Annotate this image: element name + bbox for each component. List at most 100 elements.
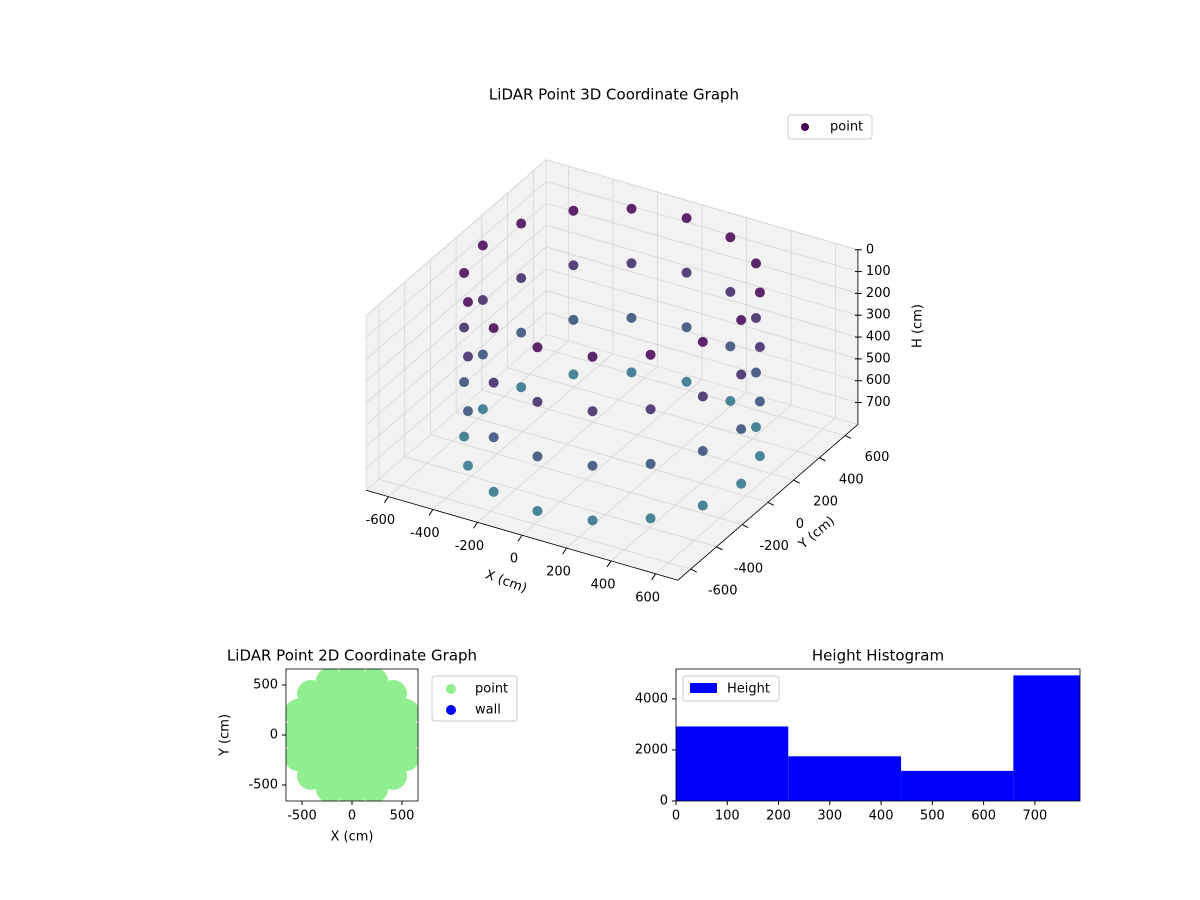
legend-label: Height	[727, 682, 770, 697]
legend-marker	[446, 684, 456, 694]
x-tick-label: 200	[766, 809, 791, 824]
chart-title: Height Histogram	[812, 647, 944, 665]
legend-box	[787, 114, 873, 140]
point	[338, 721, 366, 749]
point	[568, 369, 579, 380]
bar	[788, 756, 902, 801]
point	[626, 203, 637, 214]
point	[754, 396, 765, 407]
point	[681, 376, 692, 387]
x-tick-mark	[428, 509, 434, 516]
x-tick-mark	[606, 560, 612, 568]
x-tick-label: 0	[348, 809, 356, 824]
grid-line	[378, 304, 691, 570]
legend-label: point	[475, 682, 508, 697]
point	[462, 296, 473, 307]
point	[532, 396, 543, 407]
legend-label: point	[830, 120, 863, 135]
x-tick-label: 0	[510, 552, 518, 567]
y-tick-label: -500	[248, 778, 278, 793]
grid-line	[521, 204, 703, 536]
point	[697, 445, 708, 456]
point	[645, 458, 656, 469]
z-tick-label: 0	[866, 242, 874, 257]
z-tick-label: 100	[866, 264, 891, 279]
point	[751, 258, 762, 269]
y-tick-label: -200	[759, 539, 789, 554]
grid-line	[481, 215, 794, 481]
x-tick-label: -400	[410, 526, 440, 541]
point	[459, 322, 470, 333]
grid-line	[566, 217, 747, 549]
point	[754, 287, 765, 298]
y-tick-mark	[716, 546, 723, 551]
point	[681, 267, 692, 278]
x-tick-mark	[562, 547, 567, 555]
point	[681, 213, 692, 224]
bar	[901, 770, 1014, 801]
point	[587, 515, 598, 526]
point	[697, 500, 708, 511]
x-tick-label: -600	[366, 513, 396, 528]
point	[725, 232, 736, 243]
point	[488, 432, 499, 443]
grid-line	[365, 181, 859, 338]
point	[488, 377, 499, 388]
bar	[1013, 675, 1080, 801]
point	[697, 391, 708, 402]
y-tick-mark	[767, 501, 775, 506]
z-tick-label: 700	[866, 395, 891, 410]
axis-line	[365, 489, 679, 581]
legend-marker	[690, 683, 717, 693]
point	[626, 367, 637, 378]
point	[587, 351, 598, 362]
x-tick-mark	[473, 522, 478, 529]
point	[516, 382, 527, 393]
point	[568, 314, 579, 325]
point	[697, 336, 708, 347]
y-tick-label: 600	[865, 450, 890, 465]
grid-line	[610, 230, 792, 562]
point	[626, 258, 637, 269]
point	[568, 205, 579, 216]
point	[477, 404, 488, 415]
bar	[676, 726, 789, 801]
plot-area	[286, 669, 418, 801]
z-tick-label: 200	[866, 286, 891, 301]
point	[751, 422, 762, 433]
x-tick-label: 700	[1022, 809, 1047, 824]
y-tick-mark	[741, 524, 749, 529]
y-tick-label: 0	[660, 794, 668, 809]
point	[516, 218, 527, 229]
y-tick-label: -400	[734, 561, 764, 576]
point	[462, 351, 473, 362]
point	[488, 323, 499, 334]
x-tick-label: -200	[455, 539, 485, 554]
point	[532, 505, 543, 516]
y-axis-label: Y (cm)	[218, 714, 233, 757]
point	[751, 312, 762, 323]
y-tick-mark	[819, 457, 826, 462]
x-tick-mark	[383, 496, 389, 503]
point	[626, 312, 637, 323]
point	[645, 404, 656, 415]
point	[736, 424, 747, 435]
z-tick-label: 300	[866, 308, 891, 323]
point	[477, 240, 488, 251]
legend-box	[682, 675, 780, 702]
y-tick-mark	[793, 479, 800, 484]
point	[532, 342, 543, 353]
point	[459, 267, 470, 278]
point	[488, 486, 499, 497]
point	[645, 513, 656, 524]
point	[725, 341, 736, 352]
point	[725, 286, 736, 297]
point	[754, 342, 765, 353]
x-tick-label: 400	[869, 809, 894, 824]
point	[568, 260, 579, 271]
grid-line	[477, 191, 658, 523]
grid-line	[455, 237, 769, 503]
point	[459, 377, 470, 388]
point	[587, 406, 598, 417]
